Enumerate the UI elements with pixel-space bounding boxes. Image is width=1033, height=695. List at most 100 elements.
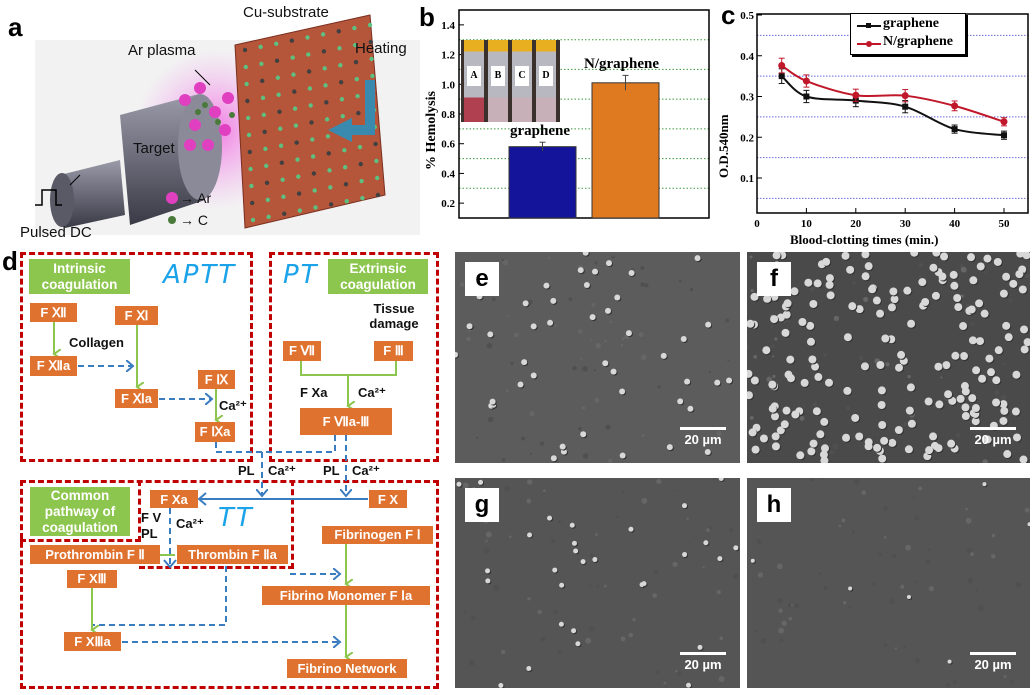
substrate-grain [719,636,724,641]
platelet [628,269,635,276]
platelet [771,412,780,421]
platelet [1019,455,1028,463]
platelet [812,407,821,416]
platelet [569,522,575,528]
substrate-grain [905,544,912,551]
substrate-grain [848,605,851,609]
platelet [1004,333,1013,342]
substrate-grain [907,443,910,446]
platelet [953,294,962,303]
platelet [961,412,970,421]
substrate-grain [553,609,559,615]
substrate-grain [966,547,973,554]
substrate-dot [342,148,347,153]
panel-label-e: e [465,262,499,296]
substrate-grain [589,626,595,632]
substrate-grain [505,389,509,393]
substrate-grain [557,650,562,655]
heating-label: Heating [355,40,407,57]
substrate-grain [959,264,964,268]
platelet [972,366,981,375]
intrinsic-coagulation-label: Intrinsic coagulation [29,259,130,294]
platelet [522,300,529,307]
y-tick-label: 0.2 [740,132,754,144]
ar-particle [194,82,206,94]
substrate-dot [369,56,374,62]
substrate-dot [275,75,281,80]
substrate-grain [621,337,625,341]
substrate-dot [259,61,264,67]
substrate-grain [725,318,730,323]
substrate-dot [338,80,344,85]
platelet [918,278,927,287]
panel-label-h: h [757,488,791,522]
substrate-grain [462,482,469,489]
platelet [929,263,938,272]
substrate-grain [640,266,645,271]
common-pathway-label: Common pathway of coagulation [30,487,130,536]
platelet [677,398,684,405]
substrate-grain [558,520,562,524]
substrate-grain [1008,298,1012,302]
substrate-grain [605,424,611,430]
platelet [782,310,791,319]
panel-label-b: b [419,2,435,32]
substrate-grain [861,490,867,496]
node-f-xa: F Xa [150,490,198,508]
heating-arrow-head [328,118,352,142]
x-tick-label: 40 [949,218,961,230]
tube: B [488,40,508,122]
platelet [960,352,969,361]
platelet [625,330,632,337]
substrate-grain [501,258,505,262]
substrate-grain [628,632,634,638]
node-fibrin-network: Fibrino Network [287,659,407,678]
platelet [888,438,897,447]
substrate-grain [750,288,754,293]
platelet [1016,252,1025,258]
platelet [526,665,532,671]
substrate-grain [960,266,967,273]
substrate-grain [468,659,475,666]
platelet [940,252,949,261]
platelet [575,641,581,647]
substrate-grain [863,296,869,303]
substrate-grain [593,369,596,372]
scale-bar-line [680,427,726,430]
platelet [786,374,795,383]
platelet [641,581,647,587]
node-f-xiiia: F XⅢa [64,632,121,651]
common-pathway-box [20,480,439,689]
platelet [782,406,791,415]
substrate-grain [892,554,897,559]
substrate-dot [264,180,270,186]
substrate-grain [595,533,598,537]
substrate-dot [308,103,313,108]
platelet [894,426,903,435]
platelet [583,282,590,289]
platelet [999,400,1008,409]
substrate-grain [694,535,697,538]
node-f-iii: F Ⅲ [374,341,413,361]
platelet [776,426,785,435]
legend-label-graphene: graphene [883,16,939,31]
substrate-grain [802,404,806,407]
substrate-dot [340,114,345,119]
substrate-dot [245,98,250,104]
substrate-dot [358,161,363,167]
substrate-grain [663,681,667,685]
legend-marks [857,23,881,47]
ar-particle [179,94,191,106]
platelet [750,558,755,563]
substrate-grain [969,552,974,557]
substrate-grain [507,315,510,318]
platelet [809,439,818,448]
substrate-grain [706,528,710,532]
c-particle [215,119,221,125]
platelet [705,321,712,328]
platelet [890,295,899,304]
platelet [717,556,723,562]
substrate-dot [263,146,268,152]
platelet [718,478,724,482]
platelet [878,420,887,429]
